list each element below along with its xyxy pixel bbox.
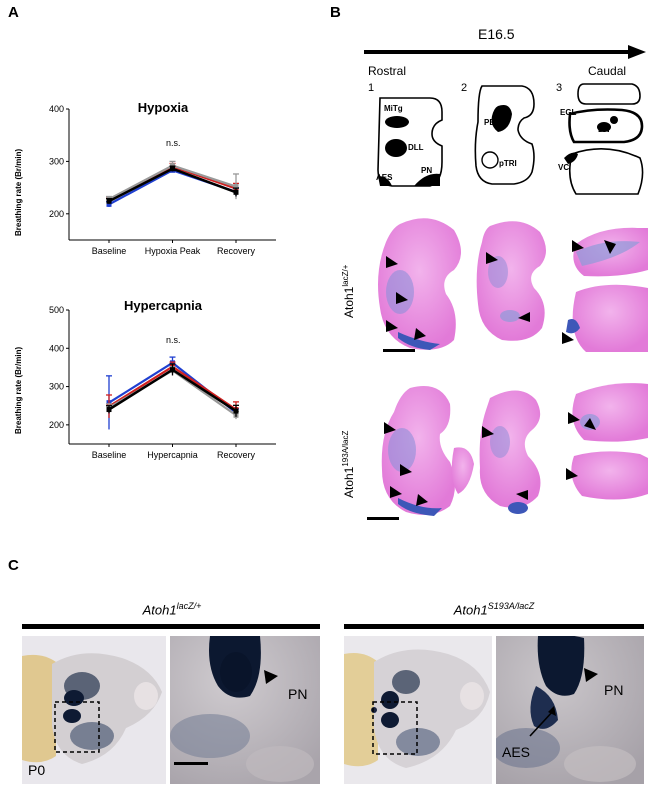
label-egl: EGL	[560, 108, 577, 117]
scale-bar-row2	[367, 517, 399, 520]
label-ptri: pTRI	[499, 159, 517, 168]
scale-bar-row1	[383, 349, 415, 352]
hypercapnia-ns-label: n.s.	[166, 335, 181, 345]
data-point	[233, 189, 239, 195]
y-tick-label: 400	[49, 104, 64, 114]
x-tick-label: Baseline	[92, 246, 127, 256]
panel-c-letter: C	[8, 557, 19, 574]
schematic-section-1	[377, 97, 443, 187]
x-tick-label: Baseline	[92, 450, 127, 460]
data-point	[233, 184, 239, 190]
embryo-wholemount-right	[344, 636, 492, 784]
x-tick-label: Hypoxia Peak	[145, 246, 201, 256]
series-line	[108, 167, 237, 203]
y-tick-label: 400	[49, 343, 64, 353]
label-dll: DLL	[408, 143, 424, 152]
rostral-caudal-arrow	[364, 45, 646, 59]
y-tick-label: 500	[49, 305, 64, 315]
section-number-1: 1	[368, 82, 375, 94]
hypoxia-ns-label: n.s.	[166, 138, 181, 148]
y-tick-label: 300	[49, 382, 64, 392]
x-tick-label: Recovery	[217, 246, 256, 256]
data-point	[106, 198, 112, 204]
left-title-bar	[22, 624, 320, 629]
hypoxia-ylabel: Breathing rate (Br/min)	[14, 148, 23, 236]
row2-genotype-label: Atoh1193A/lacZ	[341, 430, 356, 498]
data-point	[170, 166, 175, 172]
arrowhead	[386, 256, 398, 268]
right-genotype-title: Atoh1S193A/lacZ	[453, 601, 535, 618]
data-point	[106, 201, 112, 207]
aes-label: AES	[502, 744, 531, 760]
panel-b-letter: B	[330, 4, 341, 21]
label-vc: VC	[558, 163, 570, 172]
y-tick-label: 200	[49, 420, 64, 430]
series-line	[108, 369, 237, 417]
pn-label-left: PN	[288, 686, 308, 702]
data-point	[106, 407, 112, 413]
hypoxia-chart: 200 300 400 Baseline Hypoxia Peak Recovery	[49, 104, 276, 256]
schematic-section-2	[474, 85, 535, 185]
pn-label-right: PN	[604, 682, 624, 698]
x-tick-label: Hypercapnia	[147, 450, 198, 460]
label-pb: PB	[484, 118, 496, 127]
row1-arrowheads	[386, 240, 616, 344]
p0-label: P0	[28, 762, 46, 778]
rostral-label: Rostral	[368, 64, 407, 78]
left-genotype-title: Atoh1lacZ/+	[142, 601, 202, 618]
x-tick-label: Recovery	[217, 450, 256, 460]
hypercapnia-ylabel: Breathing rate (Br/min)	[14, 346, 23, 434]
section-number-2: 2	[461, 82, 468, 94]
caudal-label: Caudal	[588, 64, 627, 78]
data-point	[170, 367, 175, 373]
right-title-bar	[344, 624, 644, 629]
embryo-zoom-left: PN	[170, 636, 320, 784]
y-tick-label: 200	[49, 209, 64, 219]
label-pn-schematic: PN	[421, 166, 433, 175]
row2-arrowheads	[384, 412, 596, 506]
label-aes-schematic: AES	[376, 173, 393, 182]
series-line	[108, 169, 237, 206]
embryo-wholemount-left: P0	[22, 636, 166, 784]
histology-row-wildtype	[378, 218, 648, 352]
y-tick-label: 300	[49, 156, 64, 166]
row1-genotype-label: Atoh1lacZ/+	[341, 264, 356, 318]
section-number-3: 3	[556, 82, 563, 94]
stage-label: E16.5	[478, 26, 515, 42]
hypercapnia-chart: 200 300 400 500 Baseline Hypercapnia Recovery	[49, 305, 276, 460]
embryo-zoom-right: PN AES	[496, 636, 644, 784]
data-point	[233, 408, 239, 414]
label-mitg: MiTg	[384, 104, 403, 113]
hypoxia-title: Hypoxia	[137, 100, 189, 115]
hypercapnia-title: Hypercapnia	[123, 298, 203, 313]
panel-a-letter: A	[8, 4, 19, 21]
schematic-section-3	[564, 83, 644, 195]
label-dn: DN	[598, 125, 610, 134]
